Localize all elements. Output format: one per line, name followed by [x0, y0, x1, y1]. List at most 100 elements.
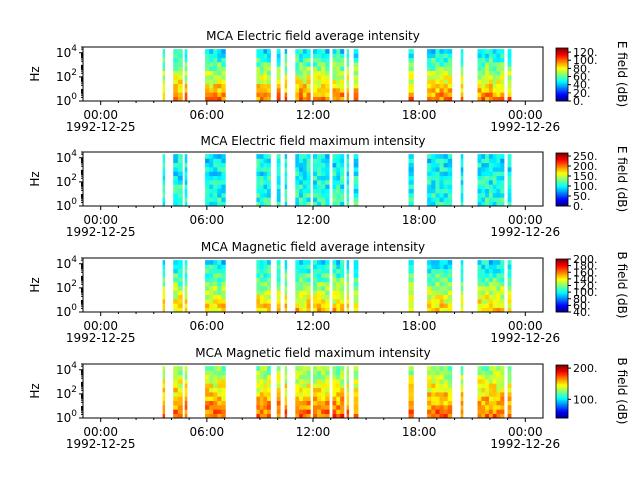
- spectrogram-cell: [213, 264, 218, 270]
- spectrogram-cell: [496, 396, 501, 401]
- spectrogram-cell: [507, 299, 512, 304]
- spectrogram-cell: [209, 158, 214, 164]
- spectrogram-cell: [295, 83, 300, 89]
- spectrogram-cell: [496, 180, 501, 185]
- colorbar-segment: [556, 376, 568, 379]
- spectrogram-cell: [213, 268, 218, 274]
- spectrogram-cell: [263, 290, 268, 295]
- spectrogram-cell: [263, 162, 268, 168]
- spectrogram-cell: [435, 154, 440, 159]
- spectrogram-cell: [173, 171, 179, 177]
- spectrogram-cell: [302, 201, 307, 207]
- spectrogram-cell: [205, 79, 210, 84]
- spectrogram-cell: [295, 175, 300, 181]
- spectrogram-cell: [353, 299, 359, 304]
- spectrogram-cell: [427, 171, 432, 177]
- spectrogram-cell: [217, 281, 222, 287]
- y-tick-label: 100: [56, 197, 77, 213]
- spectrogram-cell: [492, 383, 497, 389]
- spectrogram-cell: [507, 201, 512, 207]
- panel-3: MCA Magnetic field average intensity1001…: [28, 240, 629, 345]
- spectrogram-cell: [485, 400, 490, 406]
- spectrogram-cell: [263, 400, 268, 406]
- colorbar-segment: [556, 270, 568, 273]
- colorbar-segment: [556, 167, 568, 170]
- spectrogram-cell: [435, 175, 440, 181]
- spectrogram-cell: [317, 167, 322, 172]
- spectrogram-cell: [439, 79, 444, 84]
- spectrogram-cell: [477, 201, 482, 207]
- spectrogram-cell: [477, 277, 482, 283]
- spectrogram-cell: [447, 96, 453, 102]
- spectrogram-cell: [408, 53, 414, 59]
- spectrogram-cell: [217, 167, 222, 172]
- spectrogram-cell: [346, 264, 350, 270]
- spectrogram-cell: [213, 392, 218, 397]
- spectrogram-cell: [488, 175, 493, 181]
- spectrogram-cell: [306, 268, 311, 274]
- spectrogram-cell: [332, 197, 337, 202]
- spectrogram-cell: [507, 307, 512, 313]
- colorbar-label: B field (dB): [615, 358, 629, 425]
- colorbar-segment: [556, 95, 568, 98]
- spectrogram-cell: [302, 370, 307, 376]
- spectrogram-cell: [213, 171, 218, 177]
- spectrogram-cell: [507, 53, 512, 59]
- spectrogram-cell: [177, 281, 183, 287]
- spectrogram-cell: [299, 392, 304, 397]
- spectrogram-cell: [408, 379, 414, 384]
- spectrogram-cell: [209, 162, 214, 168]
- spectrogram-cell: [439, 75, 444, 80]
- spectrogram-cell: [306, 413, 311, 419]
- spectrogram-cell: [477, 184, 482, 189]
- spectrogram-cell: [177, 197, 183, 202]
- spectrogram-cell: [317, 273, 322, 278]
- spectrogram-cell: [346, 268, 350, 274]
- spectrogram-cell: [259, 370, 264, 376]
- spectrogram-cell: [492, 281, 497, 287]
- y-tick-label: 104: [56, 149, 77, 165]
- spectrogram-cell: [256, 260, 261, 265]
- spectrogram-cell: [184, 374, 188, 380]
- spectrogram-cell: [427, 197, 432, 202]
- spectrogram-cell: [460, 162, 464, 168]
- spectrogram-cell: [443, 294, 449, 300]
- spectrogram-cell: [439, 392, 444, 397]
- spectrogram-cell: [485, 409, 490, 414]
- colorbar-segment: [556, 384, 568, 387]
- spectrogram-cell: [256, 57, 261, 63]
- spectrogram-cell: [263, 413, 268, 419]
- spectrogram-cell: [325, 49, 330, 54]
- spectrogram-cell: [213, 379, 218, 384]
- spectrogram-cell: [492, 83, 497, 89]
- spectrogram-cell: [213, 70, 218, 76]
- spectrogram-cell: [284, 66, 288, 72]
- spectrogram-cell: [492, 379, 497, 384]
- spectrogram-cell: [317, 96, 322, 102]
- colorbar-segment: [556, 262, 568, 265]
- spectrogram-cell: [317, 387, 322, 393]
- spectrogram-cell: [217, 188, 222, 194]
- spectrogram-cell: [481, 201, 486, 207]
- colorbar: 0.50.100.150.200.250. E field (dB): [555, 146, 629, 213]
- spectrogram-cell: [488, 400, 493, 406]
- spectrogram-cell: [353, 88, 359, 93]
- spectrogram-cell: [284, 184, 288, 189]
- spectrogram-cell: [325, 379, 330, 384]
- spectrogram-cell: [173, 387, 179, 393]
- spectrogram-cell: [481, 79, 486, 84]
- spectrogram-cell: [217, 392, 222, 397]
- colorbar-tick-label: 160.: [573, 266, 598, 279]
- spectrogram-cell: [488, 299, 493, 304]
- spectrogram-cell: [492, 400, 497, 406]
- colorbar-segment: [556, 164, 568, 167]
- spectrogram-cell: [317, 180, 322, 185]
- spectrogram-cell: [408, 193, 414, 198]
- spectrogram-cell: [492, 171, 497, 177]
- spectrogram-cell: [340, 70, 345, 76]
- spectrogram-cell: [295, 396, 300, 401]
- spectrogram-cell: [439, 264, 444, 270]
- spectrogram-cell: [443, 299, 449, 304]
- spectrogram-cell: [173, 286, 179, 291]
- spectrogram-cell: [332, 268, 337, 274]
